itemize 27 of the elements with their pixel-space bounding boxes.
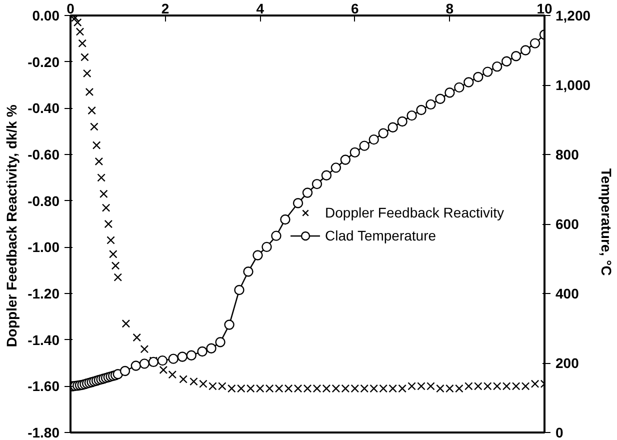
y-tick-label: -1.20 (28, 286, 60, 302)
x-tick-label: 2 (161, 0, 170, 16)
y-axis-title: Doppler Feedback Reactivity, dk/k % (4, 104, 20, 348)
y-tick-label: -1.40 (28, 332, 60, 348)
x-tick-label: 8 (446, 0, 454, 16)
y-tick-label: 0.00 (32, 8, 60, 24)
x-tick-label: 4 (256, 0, 264, 16)
y-tick-label: -1.60 (28, 378, 60, 394)
y-tick-label: -0.60 (28, 146, 60, 162)
y2-tick-label: 200 (556, 355, 580, 371)
y2-tick-label: 1,000 (556, 77, 591, 93)
legend-label: Clad Temperature (325, 227, 436, 243)
y-tick-label: -1.00 (28, 239, 60, 256)
x-tick-label: 0 (66, 0, 75, 16)
y-tick-label: -0.20 (28, 54, 60, 70)
y-tick-label: -1.80 (28, 424, 60, 440)
y-tick-label: -0.80 (28, 192, 60, 209)
x-tick-label: 6 (351, 0, 360, 16)
legend-label: Doppler Feedback Reactivity (325, 204, 504, 220)
y2-tick-label: 600 (556, 216, 580, 232)
y2-tick-label: 800 (556, 146, 580, 162)
y2-tick-label: 400 (556, 286, 580, 302)
y-tick-label: -0.40 (28, 100, 60, 116)
y2-axis-title: Temperature, °C (598, 168, 615, 276)
y2-tick-label: 0 (556, 424, 564, 440)
y2-tick-label: 1,200 (556, 8, 591, 24)
x-tick-label: 10 (536, 0, 552, 16)
